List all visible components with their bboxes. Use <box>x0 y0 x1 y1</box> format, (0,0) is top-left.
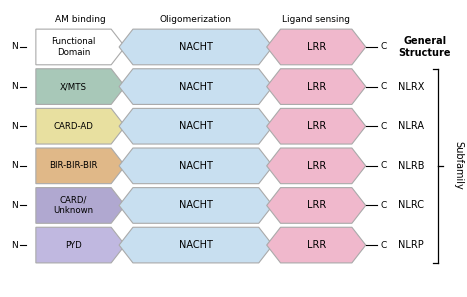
Text: C: C <box>381 122 387 131</box>
Text: AM binding: AM binding <box>55 15 106 24</box>
Polygon shape <box>267 188 366 223</box>
Polygon shape <box>267 148 366 184</box>
Text: Oligomerization: Oligomerization <box>160 15 232 24</box>
Text: C: C <box>381 82 387 91</box>
Polygon shape <box>119 188 273 223</box>
Text: Functional
Domain: Functional Domain <box>51 37 96 57</box>
Text: NACHT: NACHT <box>179 240 213 250</box>
Polygon shape <box>36 227 125 263</box>
Text: NACHT: NACHT <box>179 121 213 131</box>
Text: NLRP: NLRP <box>398 240 424 250</box>
Text: N: N <box>11 122 18 131</box>
Polygon shape <box>36 29 125 65</box>
Text: NLRA: NLRA <box>398 121 425 131</box>
Polygon shape <box>119 108 273 144</box>
Text: C: C <box>381 201 387 210</box>
Polygon shape <box>267 108 366 144</box>
Text: C: C <box>381 42 387 51</box>
Text: NACHT: NACHT <box>179 42 213 52</box>
Polygon shape <box>36 148 125 184</box>
Polygon shape <box>267 227 366 263</box>
Polygon shape <box>119 69 273 105</box>
Text: N: N <box>11 82 18 91</box>
Polygon shape <box>36 69 125 105</box>
Text: LRR: LRR <box>307 161 326 171</box>
Polygon shape <box>119 148 273 184</box>
Text: NLRB: NLRB <box>398 161 425 171</box>
Text: N: N <box>11 42 18 51</box>
Polygon shape <box>36 108 125 144</box>
Polygon shape <box>267 29 366 65</box>
Text: N: N <box>11 161 18 170</box>
Text: LRR: LRR <box>307 82 326 91</box>
Polygon shape <box>267 69 366 105</box>
Text: NACHT: NACHT <box>179 200 213 211</box>
Text: LRR: LRR <box>307 42 326 52</box>
Text: NACHT: NACHT <box>179 161 213 171</box>
Text: Ligand sensing: Ligand sensing <box>282 15 350 24</box>
Text: Subfamily: Subfamily <box>453 141 463 190</box>
Text: NLRC: NLRC <box>398 200 425 211</box>
Text: BIR-BIR-BIR: BIR-BIR-BIR <box>49 161 98 170</box>
Text: LRR: LRR <box>307 121 326 131</box>
Text: N: N <box>11 241 18 249</box>
Text: CARD-AD: CARD-AD <box>54 122 93 131</box>
Text: C: C <box>381 241 387 249</box>
Text: General
Structure: General Structure <box>398 36 451 58</box>
Text: NACHT: NACHT <box>179 82 213 91</box>
Text: PYD: PYD <box>65 241 82 249</box>
Polygon shape <box>119 227 273 263</box>
Text: CARD/
Unknown: CARD/ Unknown <box>53 196 93 215</box>
Text: LRR: LRR <box>307 200 326 211</box>
Text: N: N <box>11 201 18 210</box>
Polygon shape <box>119 29 273 65</box>
Text: LRR: LRR <box>307 240 326 250</box>
Text: NLRX: NLRX <box>398 82 425 91</box>
Text: C: C <box>381 161 387 170</box>
Text: X/MTS: X/MTS <box>60 82 87 91</box>
Polygon shape <box>36 188 125 223</box>
